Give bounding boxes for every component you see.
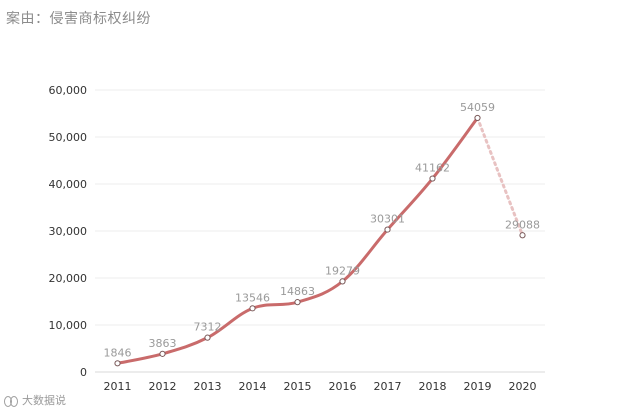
series-lines — [116, 116, 524, 365]
x-tick-label: 2019 — [464, 380, 492, 393]
grid-lines — [95, 89, 545, 373]
data-labels: 1846 3863 7312 13546 14863 19279 30301 41162 540… — [104, 101, 541, 359]
x-tick-label: 2018 — [419, 380, 447, 393]
y-tick-label: 50,000 — [49, 131, 88, 144]
data-label: 7312 — [194, 321, 222, 334]
data-point — [384, 226, 391, 233]
data-label: 41162 — [415, 162, 450, 175]
y-tick-label: 60,000 — [49, 84, 88, 97]
data-point — [429, 175, 436, 182]
chart-caption: 案由：侵害商标权纠纷 — [6, 11, 151, 27]
y-tick-label: 40,000 — [49, 178, 88, 191]
data-label: 54059 — [460, 101, 495, 114]
x-tick-label: 2016 — [329, 380, 357, 393]
y-tick-label: 0 — [80, 366, 87, 379]
data-point — [474, 114, 481, 122]
data-label: 29088 — [505, 218, 540, 231]
x-tick-label: 2020 — [509, 380, 537, 393]
data-point — [339, 278, 346, 285]
watermark-logo-icon — [4, 395, 18, 407]
x-tick-label: 2015 — [284, 380, 312, 393]
watermark: 大数据说 — [4, 392, 66, 408]
x-tick-label: 2014 — [239, 380, 267, 393]
y-axis: 0 10,000 20,000 30,000 40,000 50,000 60,000 — [49, 84, 88, 379]
data-label: 13546 — [235, 291, 270, 304]
x-tick-label: 2017 — [374, 380, 402, 393]
data-label: 1846 — [104, 346, 132, 359]
data-label: 30301 — [370, 213, 405, 226]
watermark-text: 大数据说 — [22, 394, 66, 407]
data-point — [294, 299, 301, 306]
data-point — [159, 350, 166, 357]
data-label: 19279 — [325, 264, 360, 277]
x-tick-label: 2011 — [104, 380, 132, 393]
data-point — [249, 305, 256, 312]
data-point — [204, 334, 211, 341]
x-tick-label: 2013 — [194, 380, 222, 393]
data-point — [519, 232, 526, 239]
data-point — [114, 360, 121, 367]
y-tick-label: 20,000 — [49, 272, 88, 285]
data-label: 14863 — [280, 285, 315, 298]
y-tick-label: 30,000 — [49, 225, 88, 238]
x-tick-label: 2012 — [149, 380, 177, 393]
data-label: 3863 — [149, 337, 177, 350]
x-axis: 2011 2012 2013 2014 2015 2016 2017 2018 2019 2020 — [104, 380, 537, 393]
projection-line — [476, 116, 524, 237]
data-points — [114, 114, 526, 367]
y-tick-label: 10,000 — [49, 319, 88, 332]
series-line — [116, 116, 479, 365]
